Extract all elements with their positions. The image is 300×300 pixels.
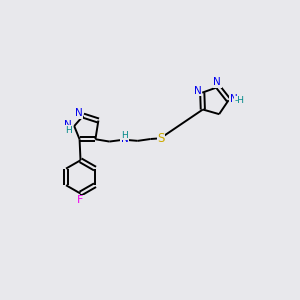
Text: N: N: [75, 108, 83, 118]
Text: H: H: [65, 126, 71, 135]
Text: N: N: [121, 134, 129, 145]
Text: N: N: [213, 77, 221, 87]
Text: S: S: [157, 132, 165, 145]
Text: F: F: [77, 196, 84, 206]
Text: N: N: [230, 94, 238, 104]
Text: H: H: [121, 131, 128, 140]
Text: N: N: [64, 120, 72, 130]
Text: -H: -H: [234, 96, 244, 105]
Text: N: N: [194, 86, 202, 96]
